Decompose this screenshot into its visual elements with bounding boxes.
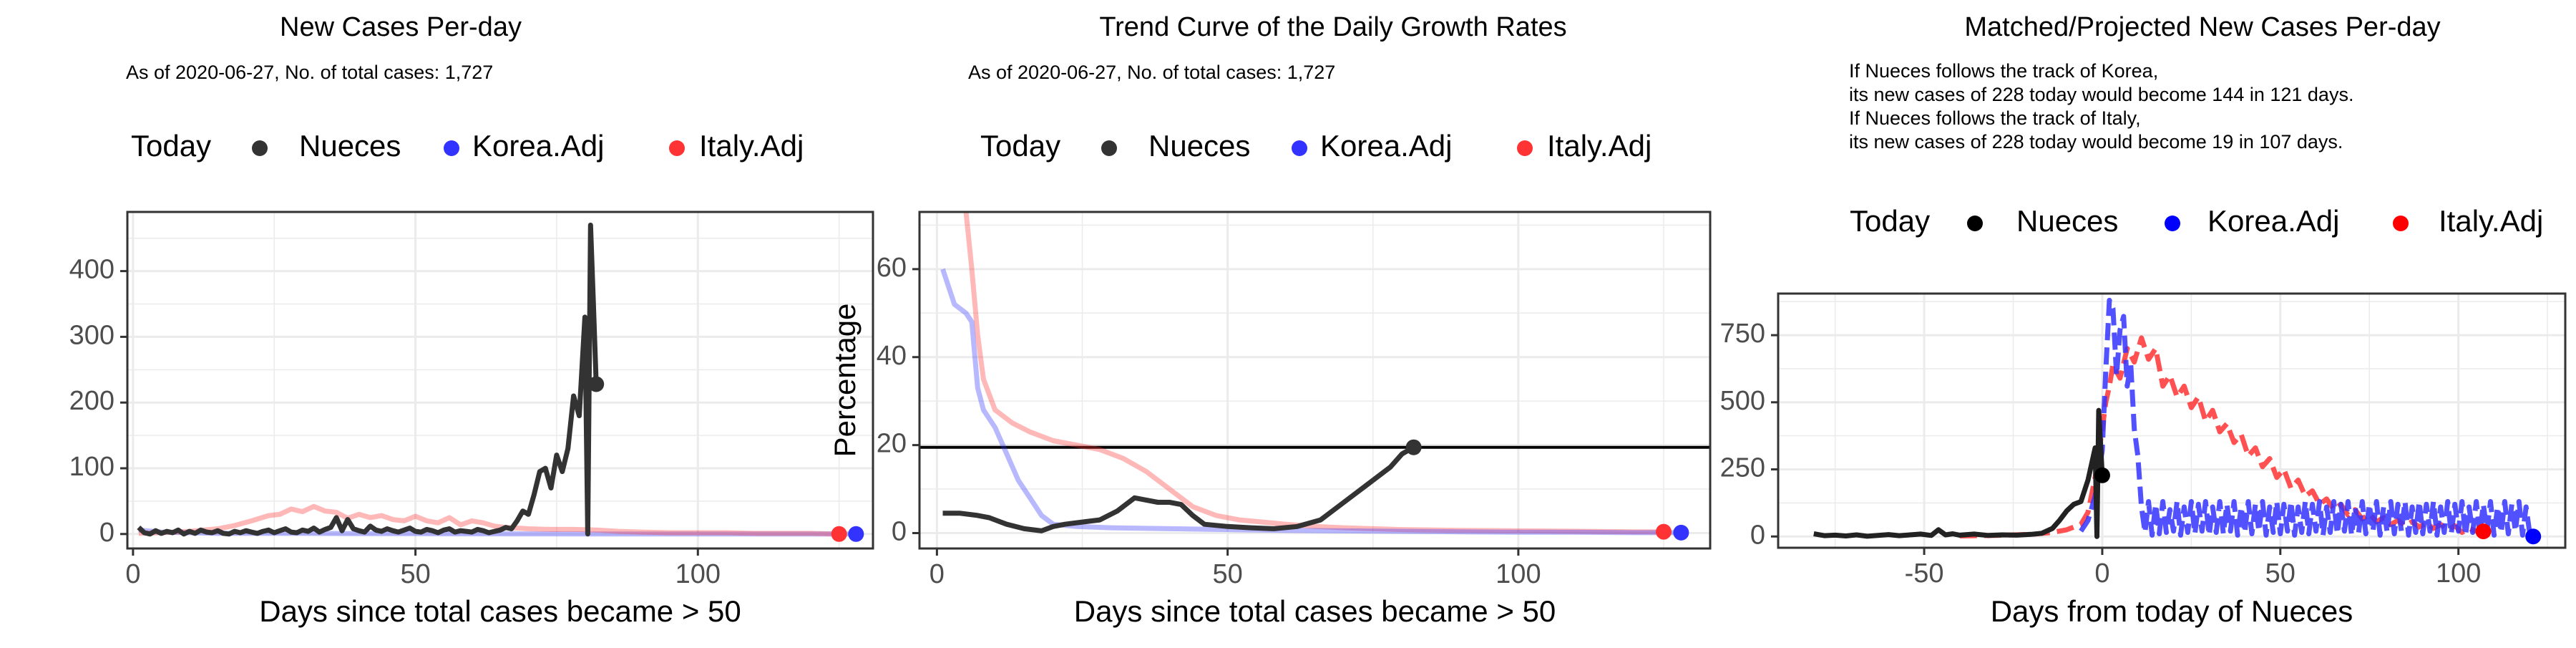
series-group (940, 212, 1682, 536)
legend-key-nueces (252, 140, 268, 156)
y-tick-label: 0 (892, 517, 907, 547)
x-axis-label: Days since total cases became > 50 (259, 594, 741, 628)
y-tick-label: 300 (69, 320, 114, 350)
today-point-nueces (1405, 439, 1422, 455)
legend-key-korea-adj (2165, 216, 2180, 231)
series-line-italy-adj (963, 212, 1664, 535)
series-group (1813, 297, 2535, 539)
legend-label-italy-adj: Italy.Adj (1547, 129, 1652, 163)
y-tick-label: 60 (877, 253, 907, 283)
y-tick-label: 750 (1720, 319, 1765, 349)
today-point-nueces (588, 376, 605, 392)
plot-panel (919, 212, 1710, 548)
series-line-nueces (942, 445, 1415, 533)
chart-subtitle: As of 2020-06-27, No. of total cases: 1,… (126, 62, 493, 83)
legend-key-nueces (1101, 140, 1117, 156)
legend-key-korea-adj (444, 140, 459, 156)
legend-key-italy-adj (2393, 216, 2409, 231)
plot-border (1777, 292, 2567, 549)
legend-label-nueces: Nueces (299, 129, 401, 163)
chart-panel-3: Matched/Projected New Cases Per-day If Nu… (1720, 12, 2567, 628)
y-tick-label: 0 (99, 518, 114, 548)
y-tick-label: 100 (69, 452, 114, 482)
series-group (137, 222, 857, 537)
y-tick-label: 40 (877, 341, 907, 371)
chart-title: Matched/Projected New Cases Per-day (1964, 12, 2440, 42)
y-tick-label: 0 (1750, 520, 1765, 550)
chart-title: Trend Curve of the Daily Growth Rates (1099, 12, 1566, 42)
legend-label-nueces: Nueces (2016, 204, 2118, 238)
today-point-korea-adj (848, 526, 864, 542)
legend-label-korea-adj: Korea.Adj (2207, 204, 2339, 238)
today-point-italy-adj (1656, 523, 1672, 540)
today-point-italy-adj (2475, 523, 2492, 540)
plot-border (126, 211, 874, 550)
today-point-nueces (2094, 467, 2110, 483)
legend-label-korea-adj: Korea.Adj (472, 129, 604, 163)
chart-panel-1: New Cases Per-day As of 2020-06-27, No. o… (69, 12, 874, 628)
y-tick-label: 250 (1720, 453, 1765, 483)
legend-title: Today (131, 129, 211, 163)
x-tick-label: 0 (930, 559, 945, 589)
legend-label-italy-adj: Italy.Adj (2439, 204, 2543, 238)
series-line-nueces (1813, 407, 2105, 539)
series-line-italy-adj (138, 503, 834, 537)
legend-label-korea-adj: Korea.Adj (1320, 129, 1452, 163)
legend-key-nueces (1967, 216, 1983, 231)
x-axis-label: Days since total cases became > 50 (1074, 594, 1556, 628)
today-point-korea-adj (1673, 524, 1689, 541)
legend-key-italy-adj (1517, 140, 1533, 156)
y-tick-label: 400 (69, 255, 114, 285)
x-tick-label: 100 (2436, 558, 2481, 589)
series-line-nueces (137, 222, 599, 537)
today-point-korea-adj (2525, 528, 2542, 545)
legend-title: Today (1850, 204, 1930, 238)
x-tick-label: -50 (1905, 558, 1944, 589)
x-tick-label: 0 (2094, 558, 2109, 589)
chart-panel-2: Trend Curve of the Daily Growth Rates As … (828, 12, 1712, 628)
x-tick-label: 50 (1212, 559, 1242, 589)
legend-label-italy-adj: Italy.Adj (699, 129, 804, 163)
y-tick-label: 20 (877, 429, 907, 459)
legend-label-nueces: Nueces (1148, 129, 1250, 163)
chart-subtitle: If Nueces follows the track of Korea, (1849, 60, 2158, 82)
y-tick-label: 200 (69, 386, 114, 416)
y-axis-label: Percentage (828, 304, 862, 458)
x-tick-label: 100 (675, 559, 721, 589)
x-axis-label: Days from today of Nueces (1991, 594, 2353, 628)
legend-key-italy-adj (669, 140, 685, 156)
legend-title: Today (980, 129, 1060, 163)
x-tick-label: 50 (2265, 558, 2296, 589)
chart-title: New Cases Per-day (280, 12, 522, 42)
plot-panel (127, 212, 873, 548)
chart-subtitle: its new cases of 228 today would become … (1849, 131, 2343, 153)
chart-subtitle: As of 2020-06-27, No. of total cases: 1,… (968, 62, 1335, 83)
x-tick-label: 100 (1496, 559, 1541, 589)
x-tick-label: 0 (125, 559, 140, 589)
today-point-italy-adj (831, 526, 847, 542)
legend-key-korea-adj (1292, 140, 1307, 156)
chart-subtitle: If Nueces follows the track of Italy, (1849, 107, 2141, 129)
plot-border (918, 211, 1712, 550)
series-line-korea-adj (2079, 297, 2535, 538)
chart-subtitle: its new cases of 228 today would become … (1849, 84, 2353, 105)
y-tick-label: 500 (1720, 386, 1765, 416)
x-tick-label: 50 (400, 559, 430, 589)
